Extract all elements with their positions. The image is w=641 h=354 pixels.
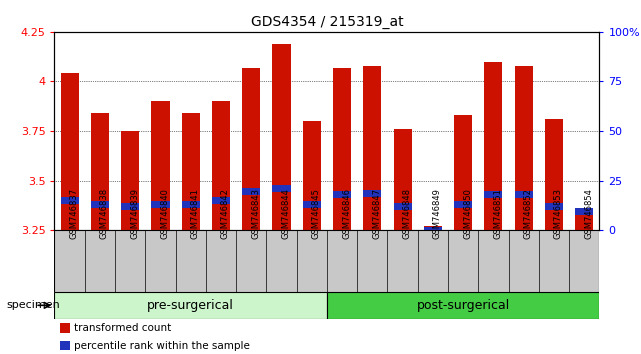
Text: GSM746844: GSM746844 xyxy=(281,189,290,239)
Bar xyxy=(151,201,169,208)
Bar xyxy=(242,188,260,195)
Bar xyxy=(212,101,230,230)
Bar xyxy=(242,68,260,230)
Text: GSM746853: GSM746853 xyxy=(554,188,563,239)
Bar xyxy=(151,101,169,230)
Text: GSM746852: GSM746852 xyxy=(524,189,533,239)
Bar xyxy=(394,203,412,210)
Text: GSM746837: GSM746837 xyxy=(70,188,79,239)
Bar xyxy=(54,292,327,319)
Text: GSM746839: GSM746839 xyxy=(130,188,139,239)
Bar xyxy=(303,121,321,230)
Bar xyxy=(424,227,442,230)
Bar xyxy=(394,129,412,230)
Bar xyxy=(545,119,563,230)
Bar xyxy=(212,198,230,204)
Text: GSM746842: GSM746842 xyxy=(221,189,230,239)
Text: GSM746850: GSM746850 xyxy=(463,189,472,239)
Bar xyxy=(333,192,351,198)
Text: pre-surgerical: pre-surgerical xyxy=(147,299,234,312)
Text: percentile rank within the sample: percentile rank within the sample xyxy=(74,341,249,350)
Bar xyxy=(333,68,351,230)
Bar xyxy=(363,65,381,230)
Bar xyxy=(303,201,321,208)
Bar xyxy=(545,203,563,210)
Bar xyxy=(60,74,79,230)
Bar xyxy=(515,192,533,198)
Text: GSM746841: GSM746841 xyxy=(191,189,200,239)
Text: GSM746847: GSM746847 xyxy=(372,188,381,239)
Bar xyxy=(454,115,472,230)
Bar xyxy=(60,198,79,204)
Bar xyxy=(575,210,594,230)
Bar xyxy=(181,113,200,230)
Bar xyxy=(121,131,139,230)
Text: GSM746843: GSM746843 xyxy=(251,188,260,239)
Bar xyxy=(485,62,503,230)
Title: GDS4354 / 215319_at: GDS4354 / 215319_at xyxy=(251,16,403,29)
Text: GSM746846: GSM746846 xyxy=(342,188,351,239)
Bar xyxy=(121,203,139,210)
Text: GSM746851: GSM746851 xyxy=(494,189,503,239)
Text: GSM746838: GSM746838 xyxy=(100,188,109,239)
Bar xyxy=(181,201,200,208)
Bar xyxy=(363,190,381,198)
Text: specimen: specimen xyxy=(6,300,60,310)
Bar xyxy=(60,323,70,333)
Text: post-surgerical: post-surgerical xyxy=(417,299,510,312)
Bar xyxy=(327,292,599,319)
Text: GSM746849: GSM746849 xyxy=(433,189,442,239)
Bar xyxy=(515,65,533,230)
Text: GSM746845: GSM746845 xyxy=(312,189,320,239)
Bar xyxy=(575,208,594,215)
Text: GSM746854: GSM746854 xyxy=(584,189,593,239)
Bar xyxy=(454,201,472,208)
Text: GSM746840: GSM746840 xyxy=(160,189,169,239)
Text: GSM746848: GSM746848 xyxy=(403,188,412,239)
Bar xyxy=(272,44,290,230)
Bar xyxy=(424,226,442,230)
Bar xyxy=(272,185,290,193)
Bar xyxy=(91,113,109,230)
Bar xyxy=(91,201,109,208)
Bar xyxy=(60,341,70,350)
Text: transformed count: transformed count xyxy=(74,323,171,333)
Bar xyxy=(485,192,503,198)
